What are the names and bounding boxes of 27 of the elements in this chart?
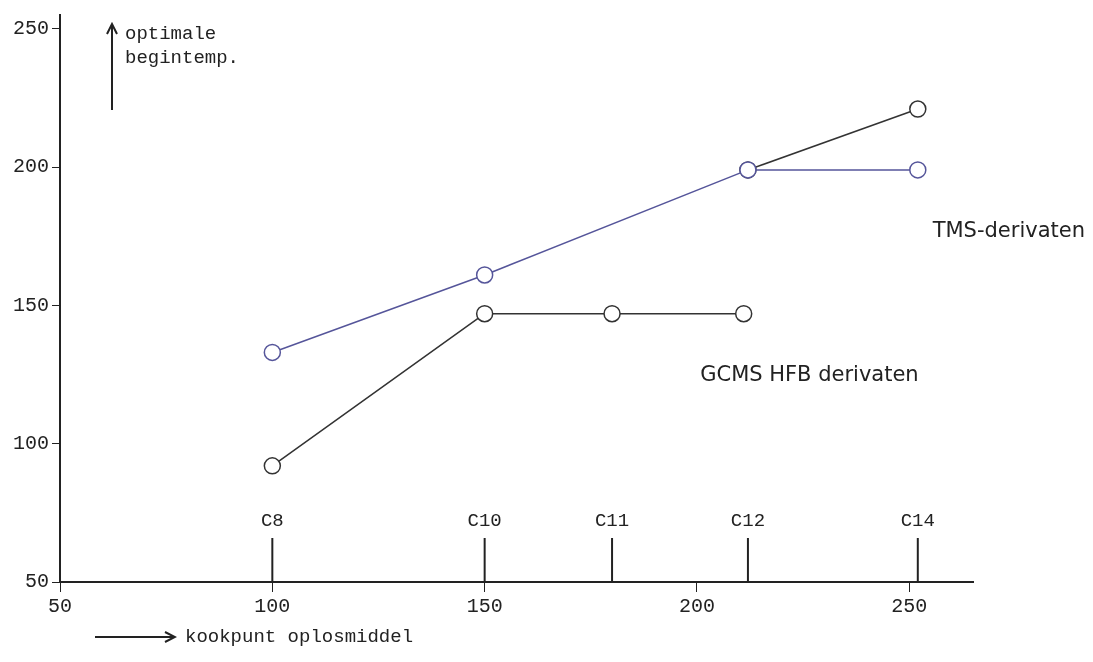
x-tick-label: 150 xyxy=(466,595,503,619)
ref-line-label: C8 xyxy=(260,509,284,532)
ref-line-label: C11 xyxy=(594,509,630,532)
x-tick-label: 100 xyxy=(254,595,291,619)
point xyxy=(734,304,753,323)
point xyxy=(603,304,621,323)
ref-line-label: C14 xyxy=(900,509,935,532)
point xyxy=(263,343,282,362)
point xyxy=(263,457,282,475)
x-tick-label: 200 xyxy=(678,595,715,619)
x-tick-label: 250 xyxy=(891,595,928,619)
y-tick-label: 200 xyxy=(12,155,50,179)
point xyxy=(909,100,927,118)
y-tick-label: 250 xyxy=(12,17,50,41)
y-tick-label: 50 xyxy=(24,570,50,594)
y-axis-title: optimale begintemp. xyxy=(125,22,241,70)
y-tick-label: 100 xyxy=(12,432,50,455)
ref-line-label: C12 xyxy=(730,509,766,532)
point xyxy=(475,266,494,284)
text: TMS-derivaten xyxy=(931,218,1085,243)
ref-line-label: C10 xyxy=(467,509,502,532)
text: GCMS HFB derivaten xyxy=(700,362,919,387)
y-tick-label: 150 xyxy=(12,293,50,317)
x-axis-title: kookpunt oplosmiddel xyxy=(185,626,414,648)
point xyxy=(475,304,494,323)
point xyxy=(909,161,927,179)
x-tick-label: 50 xyxy=(48,595,73,619)
